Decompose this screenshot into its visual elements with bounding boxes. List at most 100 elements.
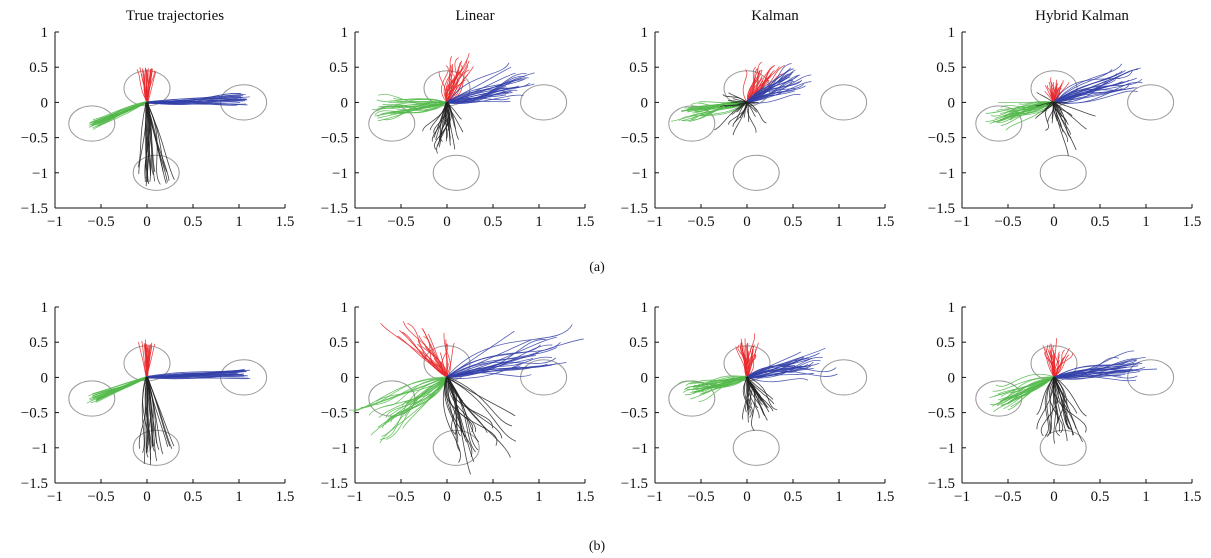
x-tick-label: 1.5 [876,489,895,505]
trajectory-line [746,74,812,104]
y-tick-label: −1 [939,166,955,182]
trajectory-line [1000,101,1056,108]
trajectory-line [91,376,147,395]
trajectory-line [145,376,152,458]
trajectory-line [447,82,531,103]
trajectory-line [402,377,449,407]
x-tick-label: −1 [47,214,63,230]
trajectory-line [746,69,796,104]
trajectory-line [746,376,774,400]
trajectory-line [746,68,759,103]
panel-title: True trajectories [126,8,224,24]
trajectory-line [92,101,147,122]
y-tick-label: 0.5 [629,335,648,351]
trajectory-line [446,78,464,103]
trajectory-line [747,377,778,411]
trajectory-line [92,377,149,397]
y-tick-label: −1.5 [321,476,348,492]
trajectory-line [1044,376,1055,437]
y-tick-label: −1 [332,441,348,457]
trajectory-line [747,94,801,104]
trajectory-line [747,81,812,104]
row-label-b: (b) [589,539,606,554]
trajectory-line [1035,101,1055,107]
trajectory-line [1053,79,1064,103]
trajectory-line [1053,79,1130,102]
y-tick-label: 0.5 [936,60,955,76]
target-circle [220,359,268,396]
trajectory-panel: −1 −0.5 0 0.5 1 1.510.50−0.5−1−1.5 [21,300,295,505]
trajectory-line [381,102,447,115]
x-tick-label: 0 [143,489,151,505]
trajectory-line [746,354,757,378]
y-tick-label: −1.5 [21,201,48,217]
trajectory-line [1054,102,1087,130]
trajectory-line [143,342,148,378]
y-tick-label: 1 [948,300,956,316]
trajectory-line [746,376,760,419]
y-tick-label: 1 [641,25,649,41]
trajectory-line [720,101,748,108]
y-tick-label: 0 [641,370,649,386]
trajectory-line [739,101,748,119]
trajectory-line [697,376,747,393]
trajectory-line [1053,371,1138,379]
trajectory-line [737,344,750,378]
trajectory-line [1049,377,1063,434]
trajectory-line [147,100,246,103]
trajectory-line [382,101,447,109]
trajectory-line [445,343,451,378]
trajectory-line [1053,377,1070,430]
trajectory-line [438,71,447,103]
y-tick-label: 0.5 [629,60,648,76]
trajectory-line [1035,102,1055,119]
trajectory-line [1053,376,1072,431]
trajectory-line [146,102,175,181]
y-tick-label: 0.5 [329,335,348,351]
target-circle [1127,84,1175,121]
trajectory-line [1053,370,1141,378]
target-circle [1127,359,1175,396]
target-circle [520,84,568,121]
x-tick-label: −0.5 [387,214,414,230]
x-tick-label: 0 [1050,214,1058,230]
trajectory-line [447,376,476,453]
trajectory-line [376,376,449,402]
trajectory-line [147,376,171,447]
trajectory-line [446,341,561,379]
trajectory-line [1036,377,1055,430]
target-circle [132,154,180,191]
target-circle [1039,429,1087,466]
trajectory-line [743,345,748,378]
trajectory-line [1054,377,1067,425]
row-label-a: (a) [589,260,605,275]
target-circle [432,154,480,191]
x-tick-label: 1 [535,214,543,230]
trajectory-line [693,102,748,121]
trajectory-line [747,365,812,378]
x-tick-label: −0.5 [687,489,714,505]
trajectory-lines [372,53,535,154]
trajectory-line [138,341,147,378]
trajectory-line [147,374,244,379]
x-tick-label: 1 [235,214,243,230]
trajectory-line [365,376,448,408]
trajectory-line [96,376,147,402]
trajectory-line [746,102,767,124]
trajectory-line [146,378,164,455]
trajectory-line [746,362,820,379]
trajectory-line [147,102,150,183]
target-circle [68,105,116,142]
trajectory-line [446,377,461,437]
trajectory-line [383,102,447,121]
trajectory-line [146,97,242,103]
x-tick-label: 0 [443,489,451,505]
trajectory-line [1055,377,1078,414]
x-tick-label: 0.5 [184,489,203,505]
y-tick-label: −1 [632,166,648,182]
trajectory-line [1053,370,1127,380]
x-tick-label: 1 [535,489,543,505]
trajectory-line [441,65,449,103]
trajectory-line [446,376,516,417]
